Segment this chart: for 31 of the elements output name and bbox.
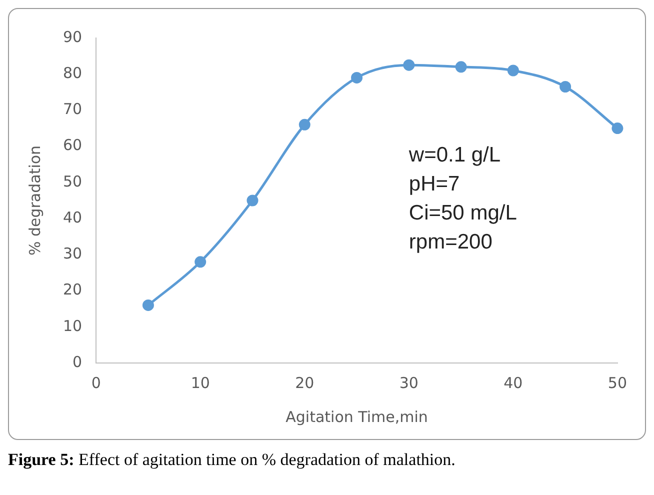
x-tick-label: 0 xyxy=(91,374,101,392)
y-tick-label: 80 xyxy=(62,64,82,82)
point xyxy=(455,61,467,73)
y-tick-label: 20 xyxy=(62,280,82,299)
y-tick-label: 70 xyxy=(62,100,82,118)
point xyxy=(403,59,415,71)
y-tick-label: 90 xyxy=(62,28,82,46)
x-tick-label: 10 xyxy=(190,374,210,392)
x-axis-title: Agitation Time,min xyxy=(286,408,428,426)
x-tick-label: 50 xyxy=(608,374,628,392)
y-tick-label: 30 xyxy=(62,244,82,263)
point xyxy=(351,72,363,84)
y-tick-label: 0 xyxy=(72,352,82,371)
y-tick-label: 60 xyxy=(62,136,82,154)
x-tick-label: 40 xyxy=(504,374,523,392)
point xyxy=(298,118,310,130)
caption: Figure 5: Effect of agitation time on % degradation of malathion. xyxy=(8,450,456,469)
point xyxy=(142,299,154,311)
point xyxy=(507,64,519,76)
y-tick-label: 10 xyxy=(62,316,82,335)
point xyxy=(560,81,572,92)
x-tick-label: 20 xyxy=(295,374,314,392)
point xyxy=(194,256,206,268)
y-tick-label: 40 xyxy=(62,208,82,226)
point xyxy=(246,194,258,206)
y-axis-title: % degradation xyxy=(26,145,44,256)
point xyxy=(612,122,624,134)
annotation: w=0.1 g/L pH=7 Ci=50 mg/L rpm=200 xyxy=(408,144,517,254)
chart-frame: Agitation Time,min % degradation 0 10 20 30 40 50 0 10 20 30 40 50 60 70 80 90 w=0.1 g/L pH=7 Ci=50 mg/L rpm=200 xyxy=(8,8,646,440)
y-tick-label: 50 xyxy=(62,172,82,190)
x-tick-label: 30 xyxy=(399,374,418,392)
